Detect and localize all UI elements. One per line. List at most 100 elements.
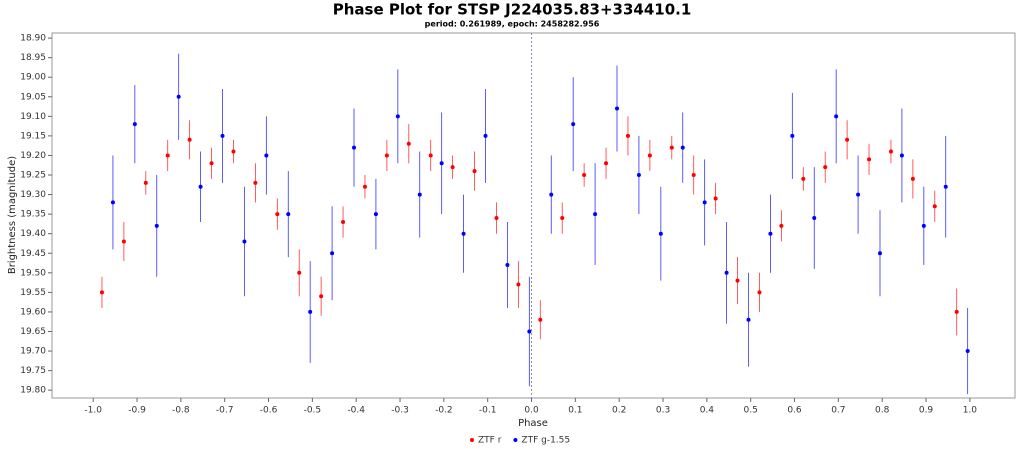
x-tick-label: 1.0 <box>963 406 978 416</box>
y-tick-label: 19.55 <box>20 288 46 298</box>
point <box>965 349 970 354</box>
point <box>428 153 433 158</box>
point <box>932 204 937 209</box>
point <box>472 169 477 174</box>
y-tick-label: 19.70 <box>20 347 46 357</box>
point <box>834 114 839 119</box>
point <box>308 309 313 314</box>
y-tick-label: 19.10 <box>20 112 46 122</box>
point <box>593 212 598 217</box>
point <box>231 149 236 154</box>
x-tick-label: -0.4 <box>347 406 365 416</box>
chart-title: Phase Plot for STSP J224035.83+334410.1 <box>333 1 692 19</box>
point <box>823 165 828 170</box>
point <box>735 278 740 283</box>
x-tick-label: -0.7 <box>216 406 234 416</box>
point <box>954 309 959 314</box>
point <box>757 290 762 295</box>
x-tick-label: -1.0 <box>84 406 102 416</box>
point <box>121 239 126 244</box>
point <box>867 157 872 162</box>
point <box>373 212 378 217</box>
y-tick-label: 19.50 <box>20 268 46 278</box>
point <box>790 133 795 138</box>
point <box>899 153 904 158</box>
point <box>549 192 554 197</box>
point <box>384 153 389 158</box>
point <box>636 173 641 178</box>
y-tick-label: 19.00 <box>20 73 46 83</box>
point <box>395 114 400 119</box>
point <box>527 329 532 334</box>
y-tick-label: 19.25 <box>20 171 46 181</box>
point <box>439 161 444 166</box>
x-tick-label: -0.1 <box>479 406 497 416</box>
point <box>604 161 609 166</box>
point <box>417 192 422 197</box>
y-tick-label: 19.80 <box>20 386 46 396</box>
x-tick-label: 0.6 <box>787 406 802 416</box>
point <box>582 173 587 178</box>
point <box>669 145 674 150</box>
x-tick-label: 0.9 <box>919 406 934 416</box>
x-tick-label: -0.9 <box>128 406 146 416</box>
point <box>461 231 466 236</box>
point <box>450 165 455 170</box>
point <box>165 153 170 158</box>
point <box>494 216 499 221</box>
point <box>658 231 663 236</box>
y-tick-label: 19.65 <box>20 327 46 337</box>
point <box>856 192 861 197</box>
point <box>319 294 324 299</box>
x-tick-label: 0.5 <box>744 406 758 416</box>
point <box>702 200 707 205</box>
x-tick-label: -0.3 <box>391 406 409 416</box>
point <box>713 196 718 201</box>
point <box>505 262 510 267</box>
point <box>812 216 817 221</box>
x-tick-label: -0.8 <box>172 406 190 416</box>
legend-swatch <box>513 438 518 442</box>
x-tick-label: 0.2 <box>612 406 626 416</box>
legend-label: ZTF r <box>478 436 502 446</box>
point <box>176 94 181 99</box>
x-tick-label: 0.3 <box>656 406 670 416</box>
x-tick-label: 0.7 <box>831 406 845 416</box>
point <box>187 137 192 142</box>
y-tick-label: 19.45 <box>20 249 46 259</box>
point <box>209 161 214 166</box>
point <box>275 212 280 217</box>
point <box>888 149 893 154</box>
point <box>330 251 335 256</box>
point <box>352 145 357 150</box>
point <box>647 153 652 158</box>
point <box>297 270 302 275</box>
point <box>691 173 696 178</box>
y-tick-label: 18.95 <box>20 53 46 63</box>
point <box>286 212 291 217</box>
point <box>198 184 203 189</box>
y-tick-label: 19.15 <box>20 131 46 141</box>
point <box>845 137 850 142</box>
point <box>801 176 806 181</box>
y-tick-label: 19.20 <box>20 151 46 161</box>
y-tick-label: 19.60 <box>20 307 46 317</box>
point <box>560 216 565 221</box>
x-tick-label: -0.6 <box>260 406 278 416</box>
point <box>341 219 346 224</box>
point <box>680 145 685 150</box>
point <box>724 270 729 275</box>
point <box>746 317 751 322</box>
point <box>615 106 620 111</box>
legend-swatch <box>470 438 474 442</box>
point <box>910 176 915 181</box>
point <box>406 141 411 146</box>
y-tick-label: 19.75 <box>20 366 46 376</box>
point <box>921 223 926 228</box>
x-tick-label: -0.2 <box>435 406 453 416</box>
point <box>625 133 630 138</box>
x-tick-label: 0.1 <box>568 406 582 416</box>
point <box>253 180 258 185</box>
point <box>110 200 115 205</box>
